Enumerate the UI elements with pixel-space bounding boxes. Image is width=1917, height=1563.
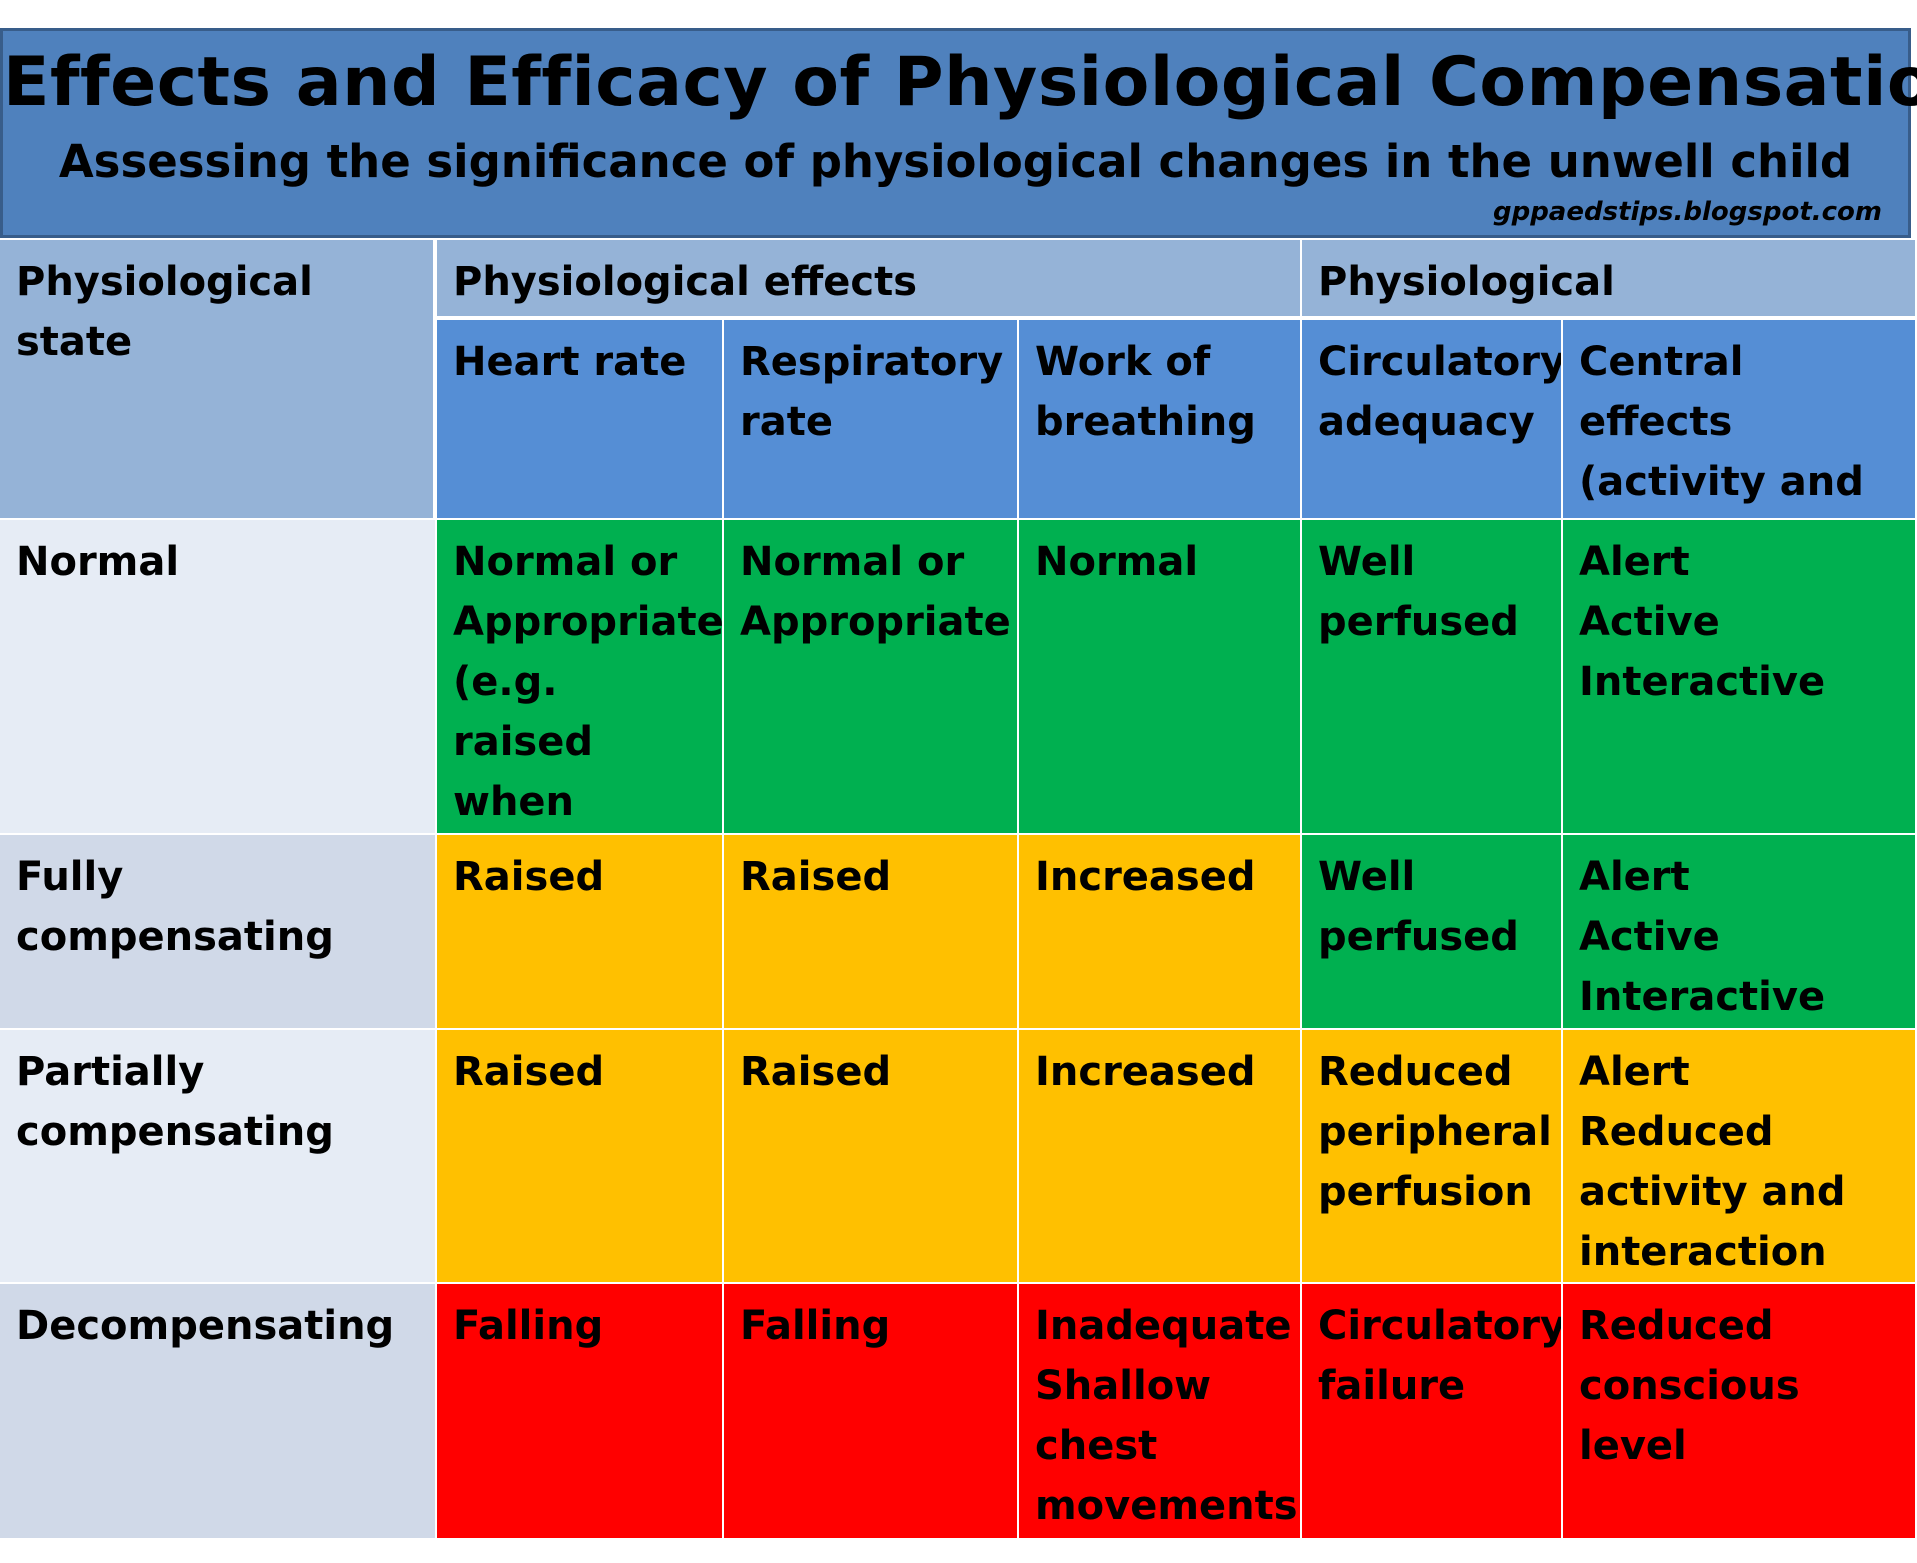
table-cell: Circulatory failure — [1302, 1284, 1563, 1540]
table-cell: Normal or Appropriate — [724, 520, 1019, 835]
table-cell: Alert Reduced activity and interaction — [1563, 1030, 1917, 1284]
column-header-work-of-breathing: Work of breathing — [1019, 320, 1302, 520]
row-state-label: Normal — [0, 520, 437, 835]
source-credit: gppaedstips.blogspot.com — [1492, 197, 1882, 227]
table-cell: Increased — [1019, 835, 1302, 1030]
table-cell: Well perfused — [1302, 520, 1563, 835]
compensation-table: Physiological state Physiological effect… — [0, 240, 1917, 1540]
table-cell: Raised — [437, 835, 724, 1030]
table-cell: Raised — [724, 1030, 1019, 1284]
column-header-respiratory-rate: Respiratory rate — [724, 320, 1019, 520]
table-cell: Reduced peripheral perfusion — [1302, 1030, 1563, 1284]
title-banner: Effects and Efficacy of Physiological Co… — [0, 28, 1917, 238]
table-cell: Well perfused — [1302, 835, 1563, 1030]
header-physiological-state: Physiological state — [0, 240, 437, 520]
row-state-label: Partially compensating — [0, 1030, 437, 1284]
column-header-central-effects: Central effects (activity and interactio… — [1563, 320, 1917, 520]
header-physiological-effectiveness: Physiological effectiveness — [1302, 240, 1917, 320]
table-cell: Normal or Appropriate (e.g. raised when … — [437, 520, 724, 835]
table-cell: Reduced conscious level — [1563, 1284, 1917, 1540]
table-cell: Alert Active Interactive — [1563, 520, 1917, 835]
table-cell: Falling — [437, 1284, 724, 1540]
row-state-label: Decompensating — [0, 1284, 437, 1540]
header-physiological-effects: Physiological effects — [437, 240, 1302, 320]
table-cell: Alert Active Interactive — [1563, 835, 1917, 1030]
column-header-heart-rate: Heart rate — [437, 320, 724, 520]
column-header-circulatory-adequacy: Circulatory adequacy — [1302, 320, 1563, 520]
table-cell: Inadequate Shallow chest movements — [1019, 1284, 1302, 1540]
page-title: Effects and Efficacy of Physiological Co… — [3, 43, 1917, 122]
page-subtitle: Assessing the significance of physiologi… — [58, 135, 1853, 188]
table-cell: Raised — [437, 1030, 724, 1284]
table-cell: Increased — [1019, 1030, 1302, 1284]
table-cell: Falling — [724, 1284, 1019, 1540]
row-state-label: Fully compensating — [0, 835, 437, 1030]
table-cell: Raised — [724, 835, 1019, 1030]
table-cell: Normal — [1019, 520, 1302, 835]
